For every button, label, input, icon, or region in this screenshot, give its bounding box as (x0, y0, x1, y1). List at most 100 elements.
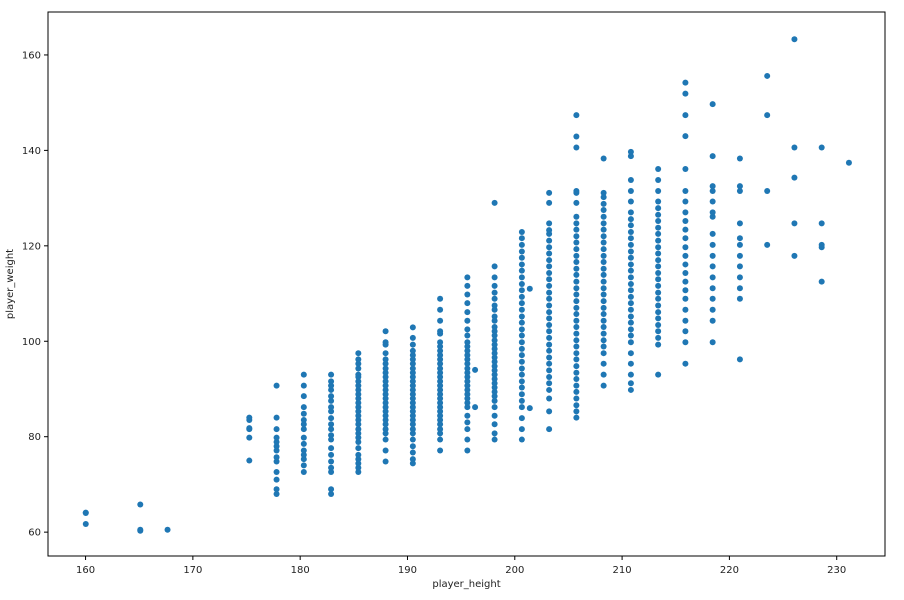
x-axis-ticks: 160 170 180 190 200 210 220 230 (76, 556, 846, 576)
data-point (328, 404, 335, 411)
data-point (818, 144, 825, 151)
data-point (627, 371, 634, 378)
data-point (736, 155, 743, 162)
data-point (382, 356, 389, 363)
data-point (627, 293, 634, 300)
data-point (600, 207, 607, 214)
data-point (573, 187, 580, 194)
data-point (382, 408, 389, 415)
data-point (546, 380, 553, 387)
data-point (682, 339, 689, 346)
data-point (382, 386, 389, 393)
data-point (491, 358, 498, 365)
data-point (655, 257, 662, 264)
data-point (709, 274, 716, 281)
y-axis-label: player_weight (5, 249, 16, 319)
data-point (137, 501, 144, 508)
data-point (472, 366, 479, 373)
data-point (600, 278, 607, 285)
data-point (409, 460, 416, 467)
data-point (764, 187, 771, 194)
data-point (655, 334, 662, 341)
data-point (573, 388, 580, 395)
data-point (655, 322, 662, 329)
data-point (246, 425, 253, 432)
data-point (573, 226, 580, 233)
data-point (518, 415, 525, 422)
data-point (709, 230, 716, 237)
data-point (382, 382, 389, 389)
data-point (409, 412, 416, 419)
data-point (382, 430, 389, 437)
data-point (546, 347, 553, 354)
data-point (736, 235, 743, 242)
data-point (627, 198, 634, 205)
data-point (546, 341, 553, 348)
data-point (464, 309, 471, 316)
data-point (491, 263, 498, 270)
data-point (328, 451, 335, 458)
data-point (573, 285, 580, 292)
data-point (355, 382, 362, 389)
data-point (627, 281, 634, 287)
data-point (464, 391, 471, 398)
data-point (355, 365, 362, 372)
data-point (437, 404, 444, 411)
data-point (437, 417, 444, 423)
data-point (627, 248, 634, 255)
data-point (546, 309, 553, 316)
data-point (355, 412, 362, 419)
data-point (437, 426, 444, 433)
y-tick-label: 60 (28, 528, 41, 539)
data-point (791, 252, 798, 259)
data-point (600, 200, 607, 207)
data-point (518, 384, 525, 391)
data-point (437, 317, 444, 324)
data-point (355, 421, 362, 428)
data-point (818, 278, 825, 285)
data-point (627, 274, 634, 281)
data-point (573, 271, 580, 278)
data-point (573, 259, 580, 266)
data-point (845, 159, 852, 166)
data-point (464, 374, 471, 381)
data-point (409, 408, 416, 415)
data-point (409, 356, 416, 363)
data-point (627, 228, 634, 235)
data-point (573, 330, 580, 337)
data-points (82, 36, 852, 534)
data-point (518, 274, 525, 281)
data-point (600, 259, 607, 266)
data-point (600, 189, 607, 196)
data-point (518, 339, 525, 346)
data-point (437, 365, 444, 372)
data-point (382, 412, 389, 419)
data-point (491, 363, 498, 370)
data-point (355, 391, 362, 398)
data-point (573, 350, 580, 357)
data-point (682, 166, 689, 172)
data-point (526, 405, 533, 412)
data-point (600, 239, 607, 246)
data-point (464, 426, 471, 433)
data-point (600, 291, 607, 298)
data-point (355, 404, 362, 411)
data-point (273, 426, 280, 433)
data-point (655, 237, 662, 244)
data-point (328, 469, 335, 476)
data-point (355, 430, 362, 437)
data-point (518, 235, 525, 242)
data-point (409, 417, 416, 423)
data-point (627, 254, 634, 261)
data-point (682, 187, 689, 194)
data-point (627, 209, 634, 216)
data-point (273, 382, 280, 389)
data-point (600, 371, 607, 378)
data-point (573, 220, 580, 227)
x-tick-label: 170 (183, 565, 202, 576)
data-point (409, 324, 416, 331)
data-point (382, 339, 389, 346)
data-point (355, 469, 362, 476)
data-point (736, 285, 743, 292)
data-point (573, 213, 580, 220)
